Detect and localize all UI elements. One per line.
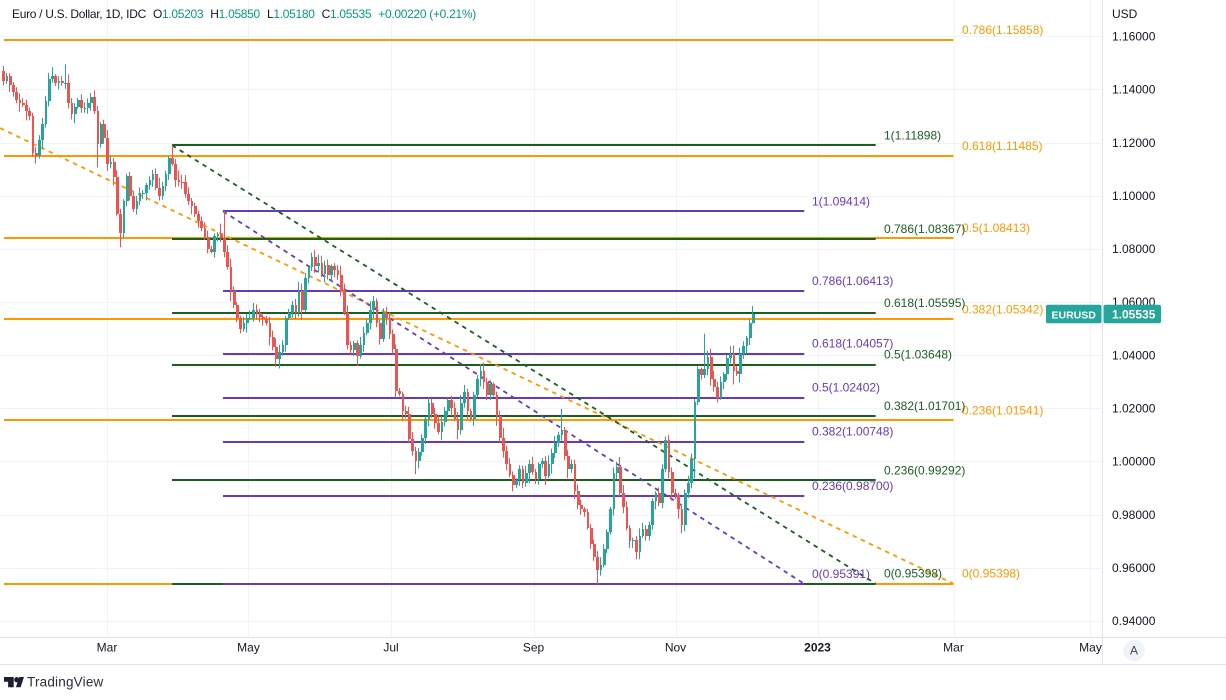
svg-text:0.618(1.04057): 0.618(1.04057)	[812, 337, 893, 351]
svg-text:May: May	[237, 641, 260, 655]
svg-text:Mar: Mar	[97, 641, 118, 655]
svg-text:0.236(0.98700): 0.236(0.98700)	[812, 479, 893, 493]
svg-text:1.00000: 1.00000	[1112, 455, 1156, 469]
svg-text:1.05535: 1.05535	[1112, 307, 1156, 321]
svg-text:1(1.09414): 1(1.09414)	[812, 194, 870, 208]
svg-text:1(1.11898): 1(1.11898)	[884, 128, 941, 142]
svg-text:TradingView: TradingView	[27, 675, 104, 690]
svg-text:1.02000: 1.02000	[1112, 402, 1156, 416]
svg-text:Nov: Nov	[665, 641, 686, 655]
svg-text:A: A	[1130, 644, 1138, 658]
svg-text:0.236(0.99292): 0.236(0.99292)	[884, 463, 965, 477]
svg-text:0.786(1.06413): 0.786(1.06413)	[812, 274, 893, 288]
svg-text:0.94000: 0.94000	[1112, 614, 1156, 628]
svg-text:0.618(1.05595): 0.618(1.05595)	[884, 296, 965, 310]
svg-text:1.16000: 1.16000	[1112, 30, 1156, 44]
svg-text:0.786(1.08367): 0.786(1.08367)	[884, 222, 965, 236]
svg-text:1.08000: 1.08000	[1112, 242, 1156, 256]
svg-text:0.382(1.05342): 0.382(1.05342)	[962, 303, 1043, 317]
svg-text:0.5(1.08413): 0.5(1.08413)	[962, 221, 1030, 235]
svg-text:USD: USD	[1112, 7, 1138, 21]
svg-text:0.786(1.15858): 0.786(1.15858)	[962, 23, 1043, 37]
svg-text:0.5(1.03648): 0.5(1.03648)	[884, 348, 952, 362]
svg-text:0(0.95391): 0(0.95391)	[812, 567, 870, 581]
svg-text:2023: 2023	[804, 641, 831, 655]
svg-text:1.10000: 1.10000	[1112, 189, 1156, 203]
svg-text:0.382(1.01701): 0.382(1.01701)	[884, 399, 965, 413]
svg-text:EURUSD: EURUSD	[1052, 309, 1097, 321]
svg-text:Mar: Mar	[943, 641, 964, 655]
svg-text:0.98000: 0.98000	[1112, 508, 1156, 522]
svg-text:Jul: Jul	[383, 641, 398, 655]
svg-text:0.96000: 0.96000	[1112, 561, 1156, 575]
svg-text:0.382(1.00748): 0.382(1.00748)	[812, 425, 893, 439]
svg-text:0(0.95398): 0(0.95398)	[884, 567, 942, 581]
svg-text:0.5(1.02402): 0.5(1.02402)	[812, 381, 880, 395]
svg-text:0.618(1.11485): 0.618(1.11485)	[962, 139, 1043, 153]
svg-text:1.12000: 1.12000	[1112, 136, 1156, 150]
svg-text:0.236(1.01541): 0.236(1.01541)	[962, 404, 1043, 418]
svg-text:1.04000: 1.04000	[1112, 348, 1156, 362]
svg-text:Sep: Sep	[523, 641, 545, 655]
svg-text:May: May	[1079, 641, 1102, 655]
svg-text:0(0.95398): 0(0.95398)	[962, 567, 1020, 581]
svg-text:1.14000: 1.14000	[1112, 83, 1156, 97]
